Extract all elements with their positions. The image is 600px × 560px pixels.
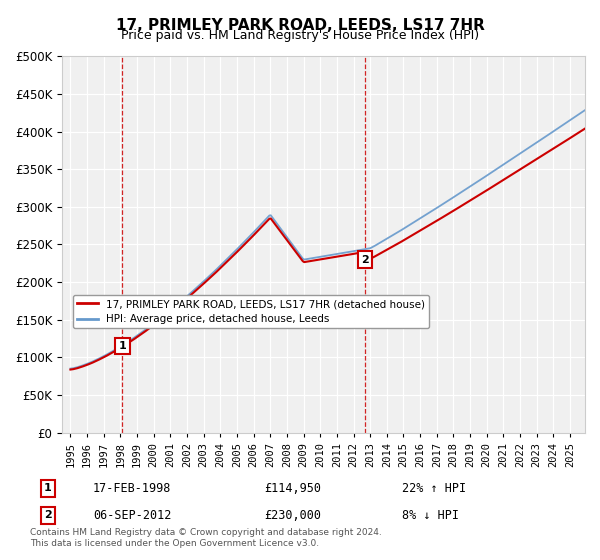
Text: 2: 2 xyxy=(44,510,52,520)
Text: 1: 1 xyxy=(119,341,127,351)
Text: Contains HM Land Registry data © Crown copyright and database right 2024.
This d: Contains HM Land Registry data © Crown c… xyxy=(30,528,382,548)
Text: 1: 1 xyxy=(44,483,52,493)
Text: 06-SEP-2012: 06-SEP-2012 xyxy=(93,508,172,522)
Text: 2: 2 xyxy=(361,255,368,264)
Text: £114,950: £114,950 xyxy=(264,482,321,495)
Legend: 17, PRIMLEY PARK ROAD, LEEDS, LS17 7HR (detached house), HPI: Average price, det: 17, PRIMLEY PARK ROAD, LEEDS, LS17 7HR (… xyxy=(73,295,429,328)
Text: Price paid vs. HM Land Registry's House Price Index (HPI): Price paid vs. HM Land Registry's House … xyxy=(121,29,479,42)
Text: 8% ↓ HPI: 8% ↓ HPI xyxy=(402,508,459,522)
Text: 17, PRIMLEY PARK ROAD, LEEDS, LS17 7HR: 17, PRIMLEY PARK ROAD, LEEDS, LS17 7HR xyxy=(116,18,484,33)
Text: 22% ↑ HPI: 22% ↑ HPI xyxy=(402,482,466,495)
Text: 17-FEB-1998: 17-FEB-1998 xyxy=(93,482,172,495)
Text: £230,000: £230,000 xyxy=(264,508,321,522)
